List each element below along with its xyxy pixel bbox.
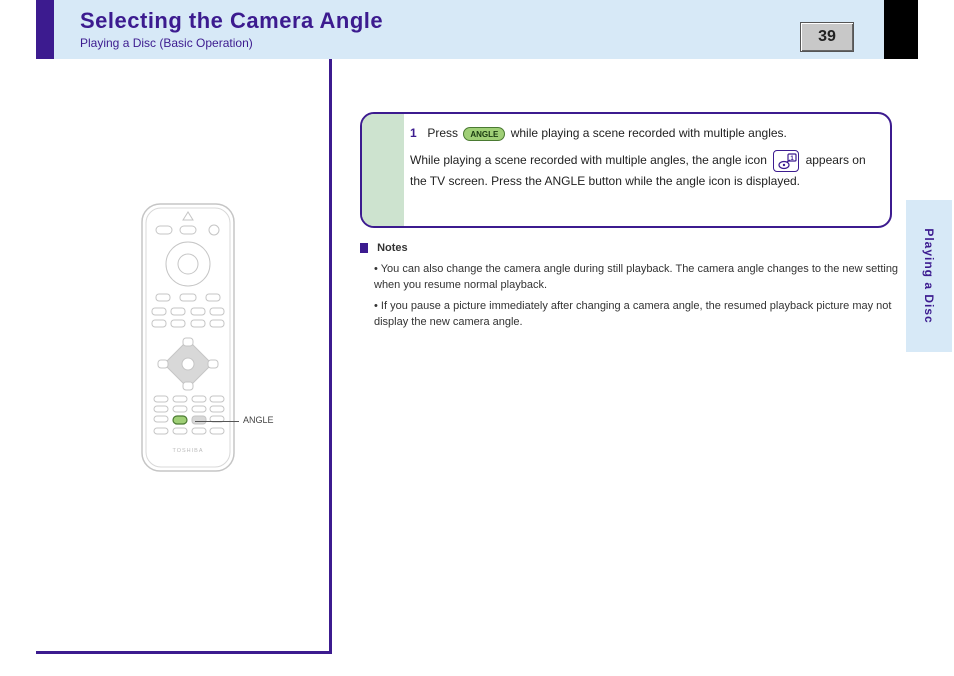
remote-angle-button: [173, 416, 187, 424]
remote-brand-text: TOSHIBA: [172, 448, 203, 454]
card-line2-mid: the angle icon: [692, 153, 767, 167]
note-text-1: If you pause a picture immediately after…: [374, 300, 891, 329]
card-line1-before: Press: [427, 126, 458, 140]
angle-icon: 1: [773, 150, 799, 172]
card-line1-after: while playing a scene recorded with mult…: [511, 126, 787, 140]
frame-left-border: [329, 59, 332, 654]
header-corner-box: [884, 0, 918, 59]
instruction-card: 1 Press ANGLE while playing a scene reco…: [360, 112, 892, 228]
page-number-box: 39: [800, 22, 854, 52]
notes-section: Notes • You can also change the camera a…: [360, 240, 900, 331]
notes-heading: Notes: [377, 242, 408, 254]
note-item: • If you pause a picture immediately aft…: [360, 298, 900, 331]
bullet-icon: [360, 243, 368, 253]
frame-bottom-border: [36, 651, 332, 654]
step-number: 1: [410, 124, 424, 142]
section-title: Selecting the Camera Angle: [80, 8, 774, 34]
remote-diagram: TOSHIBA: [138, 200, 238, 475]
note-item: • You can also change the camera angle d…: [360, 261, 900, 294]
chapter-label: Playing a Disc (Basic Operation): [80, 36, 774, 50]
remote-svg: TOSHIBA: [138, 200, 238, 475]
page-number: 39: [801, 23, 853, 51]
card-line2-before: While playing a scene recorded with mult…: [410, 153, 689, 167]
card-body: 1 Press ANGLE while playing a scene reco…: [410, 124, 876, 190]
header-title-area: Selecting the Camera Angle Playing a Dis…: [80, 8, 774, 50]
remote-callout-label: ANGLE: [243, 415, 274, 425]
notes-heading-row: Notes: [360, 240, 900, 257]
card-line-1: 1 Press ANGLE while playing a scene reco…: [410, 124, 876, 142]
side-tab-label: Playing a Disc: [922, 228, 936, 323]
card-line-2: While playing a scene recorded with mult…: [410, 150, 876, 190]
header-accent-strip: [36, 0, 54, 59]
angle-button-pill: ANGLE: [463, 127, 505, 141]
side-tab: Playing a Disc: [906, 200, 952, 352]
card-left-band: [362, 114, 404, 226]
note-text-0: You can also change the camera angle dur…: [374, 263, 898, 292]
remote-callout-line: [195, 421, 239, 422]
